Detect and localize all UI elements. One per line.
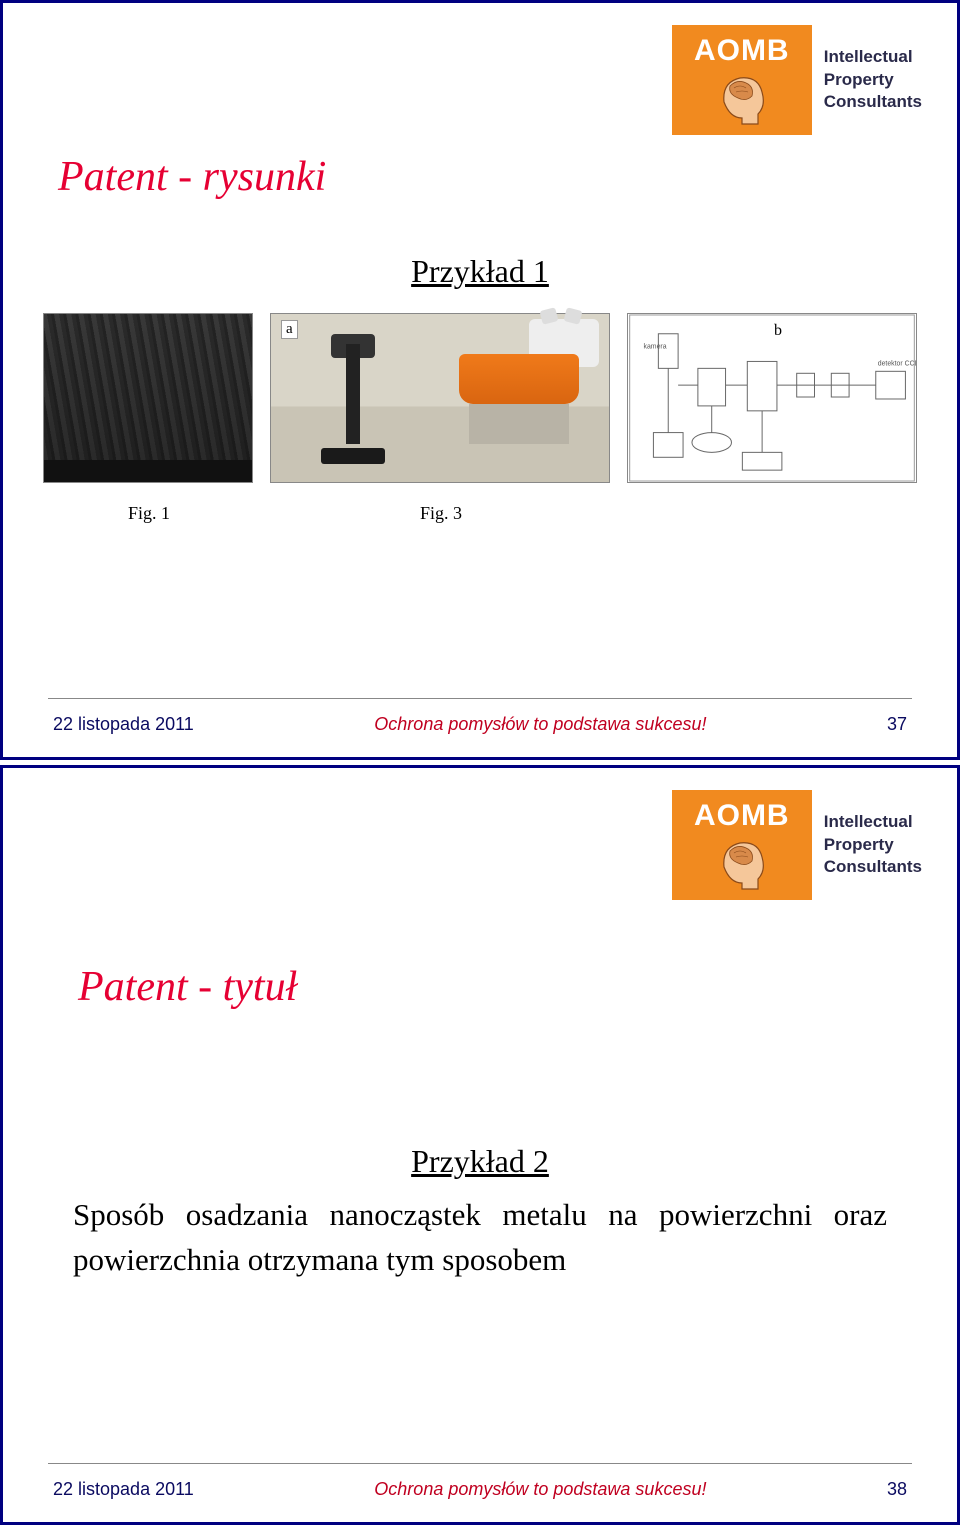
footer-pagenum: 38 [887, 1479, 907, 1500]
tagline-line1: Intellectual [824, 46, 922, 69]
tagline-line2: Property [824, 69, 922, 92]
slide-2: AOMB Intellectual Property Consultants P… [0, 765, 960, 1525]
tagline-line1: Intellectual [824, 811, 922, 834]
logo-text: AOMB [694, 34, 790, 68]
microscope-icon [311, 334, 391, 464]
slide2-title: Patent - tytuł [78, 963, 297, 1011]
logo-image: AOMB [672, 790, 812, 900]
fig3-caption: Fig. 3 [420, 503, 462, 524]
fig1-caption: Fig. 1 [128, 503, 170, 524]
slide2-body: Sposób osadzania nanocząstek metalu na p… [73, 1193, 887, 1283]
tagline-line2: Property [824, 834, 922, 857]
panel-letter-b: b [770, 322, 786, 340]
tagline-line3: Consultants [824, 91, 922, 114]
footer-divider [48, 1463, 912, 1464]
logo-image: AOMB [672, 25, 812, 135]
slide1-subtitle: Przykład 1 [411, 253, 549, 290]
footer-date: 22 listopada 2011 [53, 714, 194, 735]
tagline-line3: Consultants [824, 856, 922, 879]
footer-date: 22 listopada 2011 [53, 1479, 194, 1500]
footer: 22 listopada 2011 Ochrona pomysłów to po… [53, 1479, 907, 1500]
svg-text:kamera: kamera [644, 344, 667, 351]
logo-block: AOMB Intellectual Property Consultants [672, 25, 922, 135]
figure-lab-photo: a [270, 313, 610, 483]
footer: 22 listopada 2011 Ochrona pomysłów to po… [53, 714, 907, 735]
footer-pagenum: 37 [887, 714, 907, 735]
logo-head-icon [712, 837, 772, 892]
figure-sem [43, 313, 253, 483]
logo-tagline: Intellectual Property Consultants [824, 811, 922, 880]
slide-1: AOMB Intellectual Property Consultants P… [0, 0, 960, 760]
footer-slogan: Ochrona pomysłów to podstawa sukcesu! [374, 1479, 706, 1500]
slide2-subtitle: Przykład 2 [411, 1143, 549, 1180]
footer-slogan: Ochrona pomysłów to podstawa sukcesu! [374, 714, 706, 735]
sem-image-icon [44, 314, 252, 482]
footer-divider [48, 698, 912, 699]
logo-tagline: Intellectual Property Consultants [824, 46, 922, 115]
slide1-title: Patent - rysunki [58, 153, 326, 201]
figure-diagram: kamera detektor CCD b [627, 313, 917, 483]
svg-text:detektor CCD: detektor CCD [878, 360, 916, 367]
logo-head-icon [712, 72, 772, 127]
instrument-cover-icon [459, 354, 579, 404]
logo-text: AOMB [694, 799, 790, 833]
figures-row: a kamera detektor CCD [43, 313, 917, 483]
lab-photo-icon [271, 314, 609, 482]
logo-block: AOMB Intellectual Property Consultants [672, 790, 922, 900]
panel-letter-a: a [281, 320, 298, 339]
figure-captions: Fig. 1 Fig. 3 [58, 503, 902, 524]
